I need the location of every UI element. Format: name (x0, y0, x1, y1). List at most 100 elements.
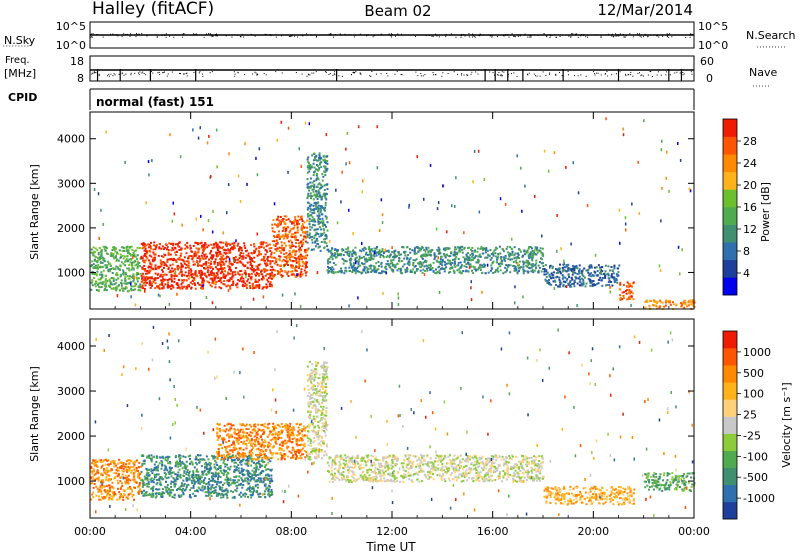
scatter-cell (213, 479, 216, 482)
scatter-cell (314, 241, 317, 244)
scatter-cell (572, 161, 574, 165)
scatter-cell (335, 249, 338, 252)
scatter-cell (365, 259, 368, 261)
scatter-cell (132, 285, 135, 288)
scatter-cell (302, 235, 305, 238)
scatter-cell (267, 493, 270, 496)
scatter-cell (540, 270, 543, 273)
scatter-cell (101, 496, 104, 499)
scatter-cell (135, 283, 138, 286)
scatter-cell (515, 268, 517, 270)
scatter-cell (219, 246, 222, 249)
scatter-cell (161, 245, 164, 248)
scatter-cell (229, 465, 232, 468)
y-tick-label: 2000 (57, 222, 85, 235)
scatter-cell (578, 275, 581, 278)
scatter-cell (103, 289, 106, 292)
scatter-cell (109, 270, 112, 273)
nsky-point (288, 36, 290, 38)
nsky-point (464, 35, 466, 37)
scatter-cell (132, 252, 135, 255)
scatter-cell (461, 248, 464, 251)
scatter-cell (318, 157, 320, 159)
scatter-cell (258, 264, 260, 267)
nsky-point (546, 36, 548, 38)
scatter-cell (200, 476, 203, 479)
scatter-cell (220, 241, 223, 244)
nave-point (527, 74, 529, 76)
nsky-point (231, 34, 233, 36)
scatter-cell (583, 267, 586, 270)
scatter-cell (136, 476, 139, 479)
scatter-cell (237, 272, 240, 275)
scatter-cell (514, 301, 516, 305)
scatter-cell (408, 205, 410, 209)
scatter-cell (470, 256, 473, 259)
scatter-cell (269, 250, 272, 252)
scatter-cell (511, 252, 514, 255)
scatter-cell (168, 271, 171, 274)
scatter-cell (315, 179, 318, 182)
scatter-cell (296, 219, 299, 222)
scatter-cell (232, 480, 235, 483)
nsky-point (478, 35, 480, 37)
scatter-cell (96, 260, 99, 263)
scatter-cell (309, 168, 312, 171)
scatter-cell (155, 492, 157, 495)
nave-point (130, 74, 132, 76)
scatter-cell (215, 251, 218, 254)
scatter-cell (180, 270, 183, 273)
scatter-cell (91, 284, 94, 287)
scatter-cell (557, 285, 560, 288)
scatter-cell (152, 248, 155, 251)
scatter-cell (307, 164, 310, 167)
scatter-cell (136, 260, 139, 263)
scatter-cell (244, 462, 247, 465)
scatter-cell (474, 254, 477, 257)
scatter-cell (99, 484, 102, 487)
scatter-cell (455, 256, 458, 258)
scatter-cell (292, 260, 295, 262)
scatter-cell (250, 257, 253, 260)
scatter-cell (289, 220, 292, 223)
scatter-cell (509, 258, 512, 261)
scatter-cell (494, 252, 497, 255)
scatter-cell (615, 279, 618, 282)
scatter-cell (104, 279, 107, 282)
scatter-cell (238, 248, 240, 250)
scatter-cell (295, 269, 298, 272)
scatter-cell (572, 282, 575, 285)
scatter-cell (223, 275, 226, 278)
scatter-cell (419, 248, 422, 251)
scatter-cell (590, 279, 593, 282)
scatter-cell (406, 266, 409, 269)
scatter-cell (563, 262, 565, 265)
scatter-cell (477, 255, 480, 258)
scatter-cell (99, 486, 102, 489)
scatter-cell (245, 275, 247, 279)
scatter-cell (254, 269, 257, 272)
scatter-cell (128, 269, 131, 272)
scatter-cell (365, 266, 368, 269)
scatter-cell (562, 283, 565, 286)
scatter-cell (120, 279, 123, 282)
nave-point (353, 72, 355, 74)
scatter-cell (317, 233, 320, 235)
nave-point (605, 73, 607, 75)
scatter-cell (170, 480, 173, 483)
scatter-cell (116, 266, 119, 269)
scatter-cell (220, 258, 223, 261)
scatter-cell (299, 253, 302, 256)
scatter-cell (103, 484, 105, 487)
scatter-cell (412, 268, 415, 271)
scatter-cell (213, 274, 215, 277)
scatter-cell (348, 161, 351, 165)
scatter-cell (294, 234, 297, 237)
scatter-cell (319, 157, 322, 160)
scatter-cell (470, 280, 472, 284)
scatter-cell (181, 274, 183, 277)
scatter-cell (502, 272, 505, 275)
colorbar-swatch (723, 154, 737, 173)
scatter-cell (369, 252, 372, 255)
scatter-cell (129, 487, 132, 490)
